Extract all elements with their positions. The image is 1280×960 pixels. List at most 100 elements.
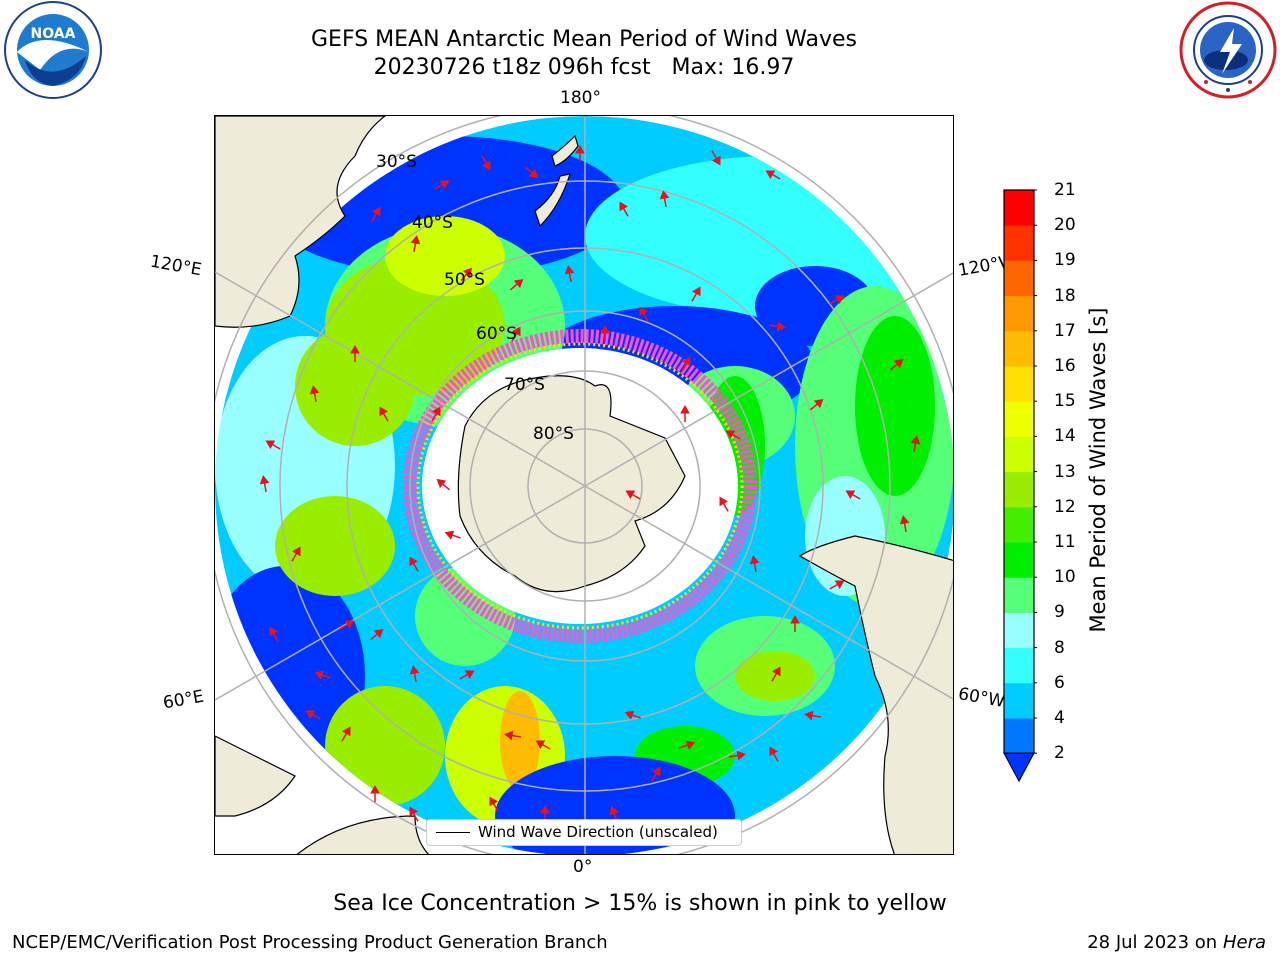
wave-direction-arrow bbox=[504, 730, 522, 741]
wave-direction-arrow bbox=[409, 556, 419, 572]
colorbar-segment bbox=[1004, 436, 1034, 473]
wave-direction-arrow bbox=[639, 306, 649, 322]
wave-direction-arrow bbox=[314, 670, 331, 680]
wave-direction-arrow bbox=[790, 614, 800, 632]
lon-label-180: 180° bbox=[560, 88, 601, 108]
wave-direction-arrow bbox=[409, 665, 420, 683]
map-panel bbox=[214, 115, 954, 855]
wave-direction-arrow bbox=[771, 666, 781, 682]
wave-direction-arrow bbox=[728, 750, 746, 761]
footer-credit: NCEP/EMC/Verification Post Processing Pr… bbox=[12, 932, 608, 953]
wave-direction-arrow bbox=[829, 580, 845, 590]
wave-direction-arrow bbox=[804, 710, 822, 721]
wave-direction-arrow bbox=[309, 385, 320, 403]
wave-direction-arrow bbox=[444, 530, 461, 540]
wave-direction-arrow bbox=[489, 796, 499, 812]
lat-label-40s: 40°S bbox=[412, 213, 453, 233]
sea-ice-note: Sea Ice Concentration > 15% is shown in … bbox=[333, 891, 947, 916]
colorbar-tick-label: 13 bbox=[1054, 461, 1076, 482]
wave-direction-arrow bbox=[431, 406, 441, 422]
colorbar-segment bbox=[1004, 682, 1034, 719]
colorbar-tick-label: 15 bbox=[1054, 391, 1076, 412]
wave-direction-arrow bbox=[436, 478, 451, 491]
colorbar-tick-label: 6 bbox=[1054, 672, 1065, 693]
chart-subtitle: 20230726 t18z 096h fcst Max: 16.97 bbox=[373, 55, 795, 80]
lat-label-30s: 30°S bbox=[376, 152, 417, 172]
footer-machine: Hera bbox=[1222, 932, 1266, 953]
lat-label-50s: 50°S bbox=[444, 270, 485, 290]
wave-direction-arrow bbox=[681, 356, 691, 372]
wave-direction-arrow bbox=[600, 324, 610, 342]
colorbar-segment bbox=[1004, 471, 1034, 508]
wave-direction-arrow bbox=[899, 515, 910, 533]
wave-direction-arrow bbox=[434, 180, 450, 190]
wave-direction-arrow bbox=[769, 746, 779, 762]
legend-line-sample bbox=[436, 832, 470, 833]
colorbar-segment bbox=[1004, 190, 1034, 226]
colorbar-tick-label: 18 bbox=[1054, 285, 1076, 306]
wave-direction-arrow bbox=[509, 278, 524, 291]
wave-direction-arrow bbox=[370, 784, 380, 802]
wave-direction-arrow bbox=[269, 626, 279, 642]
new-zealand-land bbox=[534, 173, 571, 228]
wave-direction-arrow bbox=[711, 150, 721, 166]
wave-direction-arrow bbox=[481, 155, 491, 171]
colorbar-tick-label: 16 bbox=[1054, 356, 1076, 376]
colorbar-tick-label: 21 bbox=[1054, 180, 1076, 200]
nws-logo bbox=[1179, 1, 1277, 99]
wave-direction-arrow bbox=[651, 766, 661, 782]
lon-label-120e: 120°E bbox=[148, 251, 204, 281]
wave-direction-arrow bbox=[265, 440, 281, 450]
wave-direction-arrow bbox=[889, 358, 904, 371]
wave-direction-arrow bbox=[719, 496, 729, 512]
wave-direction-arrow bbox=[305, 710, 321, 720]
wave-direction-arrow bbox=[575, 144, 585, 162]
colorbar-tick-label: 8 bbox=[1054, 637, 1065, 658]
colorbar-segment bbox=[1004, 295, 1034, 332]
colorbar-tick-label: 9 bbox=[1054, 602, 1065, 623]
wave-direction-arrow bbox=[379, 406, 389, 422]
colorbar-segment bbox=[1004, 260, 1034, 297]
wave-direction-arrow bbox=[350, 344, 360, 362]
lon-label-0: 0° bbox=[573, 857, 593, 877]
wave-direction-arrow bbox=[291, 546, 301, 562]
wave-direction-arrow bbox=[369, 628, 384, 641]
colorbar-tick-label: 12 bbox=[1054, 496, 1076, 517]
footer-date: 28 Jul 2023 on Hera bbox=[1087, 932, 1266, 953]
wave-direction-arrow bbox=[511, 326, 521, 342]
colorbar-tick-label: 10 bbox=[1054, 567, 1076, 588]
wave-direction-arrow bbox=[749, 555, 760, 573]
colorbar-segment bbox=[1004, 647, 1034, 684]
australia-land bbox=[215, 116, 386, 328]
wave-direction-arrow bbox=[410, 235, 421, 253]
wave-direction-arrow bbox=[535, 740, 551, 750]
colorbar-segment bbox=[1004, 577, 1034, 613]
svg-text:NOAA: NOAA bbox=[31, 26, 76, 42]
wave-direction-arrow bbox=[910, 435, 921, 453]
wave-direction-arrow bbox=[619, 201, 629, 217]
colorbar-segment bbox=[1004, 366, 1034, 402]
wave-direction-arrow bbox=[768, 321, 786, 332]
wave-direction-arrow bbox=[259, 475, 270, 493]
colorbar-segment bbox=[1004, 718, 1034, 754]
colorbar bbox=[1003, 189, 1037, 783]
colorbar-tick-label: 17 bbox=[1054, 320, 1076, 341]
wave-direction-arrow bbox=[524, 166, 539, 179]
wave-direction-arrow bbox=[765, 170, 781, 180]
wave-direction-arrow bbox=[659, 190, 670, 208]
colorbar-tick-label: 14 bbox=[1054, 426, 1076, 447]
lat-label-60s: 60°S bbox=[476, 324, 517, 344]
wave-direction-arrow bbox=[679, 740, 696, 750]
colorbar-segment bbox=[1004, 542, 1034, 578]
map-legend: Wind Wave Direction (unscaled) bbox=[426, 819, 742, 846]
noaa-logo: NOAA bbox=[4, 1, 102, 99]
wave-direction-arrow bbox=[371, 206, 381, 222]
wave-direction-arrow bbox=[564, 265, 575, 283]
wave-direction-arrow bbox=[341, 726, 351, 742]
wave-direction-arrow bbox=[680, 404, 690, 422]
lat-label-80s: 80°S bbox=[533, 424, 574, 444]
south-america-land bbox=[798, 535, 953, 854]
wave-period-field bbox=[215, 116, 953, 854]
wave-direction-arrow bbox=[829, 295, 845, 305]
wave-direction-arrow bbox=[339, 620, 355, 630]
